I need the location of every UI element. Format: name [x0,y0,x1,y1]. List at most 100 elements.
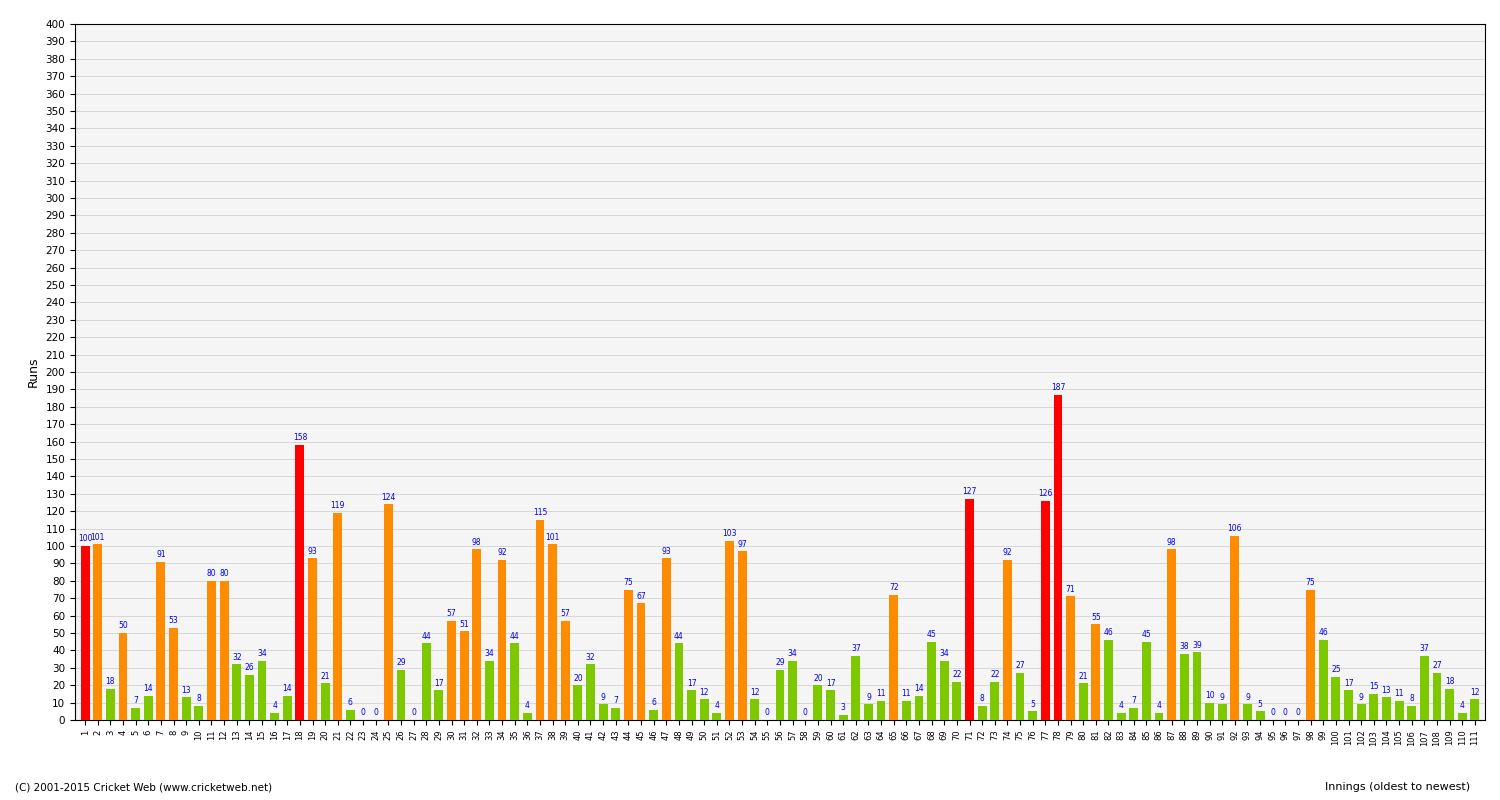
Y-axis label: Runs: Runs [27,357,40,387]
Text: 45: 45 [927,630,936,639]
Text: 46: 46 [1318,628,1328,638]
Text: 32: 32 [232,653,242,662]
Bar [750,699,759,720]
Bar [915,696,924,720]
Bar [207,581,216,720]
Text: 92: 92 [496,548,507,558]
Text: 119: 119 [330,502,345,510]
Bar [1244,704,1252,720]
Bar [1432,673,1442,720]
Text: 17: 17 [1344,679,1353,688]
Bar [484,661,494,720]
Bar [118,633,128,720]
Text: 187: 187 [1052,383,1065,392]
Text: 127: 127 [963,487,976,497]
Text: 21: 21 [321,672,330,681]
Text: 53: 53 [168,616,178,625]
Text: 100: 100 [78,534,93,543]
Bar [776,670,784,720]
Bar [435,690,444,720]
Bar [296,445,304,720]
Text: 57: 57 [447,610,456,618]
Text: 93: 93 [308,546,318,555]
Bar [1218,704,1227,720]
Text: 3: 3 [840,703,846,712]
Bar [1142,642,1150,720]
Bar [1078,683,1088,720]
Bar [852,656,859,720]
Bar [1004,560,1013,720]
Bar [447,621,456,720]
Text: 98: 98 [472,538,482,547]
Bar [839,714,848,720]
Text: 0: 0 [411,708,416,718]
Text: 115: 115 [532,508,548,518]
Text: 67: 67 [636,592,646,601]
Bar [952,682,962,720]
Text: 14: 14 [144,684,153,693]
Bar [1395,701,1404,720]
Bar [927,642,936,720]
Bar [156,562,165,720]
Text: 0: 0 [1282,708,1288,718]
Text: 39: 39 [1192,641,1202,650]
Text: 7: 7 [614,696,618,706]
Bar [130,708,140,720]
Bar [1180,654,1188,720]
Bar [1230,535,1239,720]
Text: 38: 38 [1179,642,1190,651]
Bar [1053,394,1062,720]
Text: 34: 34 [256,650,267,658]
Bar [170,628,178,720]
Bar [700,699,708,720]
Text: 14: 14 [914,684,924,693]
Text: 17: 17 [433,679,444,688]
Bar [270,713,279,720]
Text: 75: 75 [624,578,633,587]
Bar [346,710,355,720]
Bar [384,504,393,720]
Text: 0: 0 [374,708,378,718]
Text: 11: 11 [902,690,910,698]
Bar [1041,501,1050,720]
Text: 45: 45 [1142,630,1152,639]
Bar [459,631,468,720]
Bar [1470,699,1479,720]
Text: 9: 9 [1359,693,1364,702]
Bar [1332,677,1341,720]
Bar [258,661,267,720]
Text: 126: 126 [1038,489,1053,498]
Text: 5: 5 [1257,700,1263,709]
Bar [182,698,190,720]
Bar [1256,711,1264,720]
Text: 29: 29 [396,658,406,667]
Bar [662,558,670,720]
Text: 25: 25 [1330,665,1341,674]
Text: 98: 98 [1167,538,1176,547]
Bar [1370,694,1378,720]
Text: 22: 22 [952,670,962,679]
Text: 18: 18 [1444,677,1455,686]
Bar [586,664,596,720]
Text: 46: 46 [1104,628,1113,638]
Bar [876,701,885,720]
Text: 101: 101 [90,533,105,542]
Bar [890,594,898,720]
Bar [284,696,291,720]
Text: 17: 17 [687,679,696,688]
Bar [738,551,747,720]
Bar [548,544,556,720]
Text: 27: 27 [1432,662,1442,670]
Text: 37: 37 [850,644,861,653]
Text: 20: 20 [573,674,582,682]
Bar [422,643,430,720]
Bar [1130,708,1138,720]
Text: 32: 32 [585,653,596,662]
Text: 17: 17 [825,679,836,688]
Bar [813,685,822,720]
Bar [1444,689,1454,720]
Text: 75: 75 [1306,578,1316,587]
Text: 44: 44 [674,632,684,641]
Text: 158: 158 [292,434,308,442]
Text: 97: 97 [736,540,747,549]
